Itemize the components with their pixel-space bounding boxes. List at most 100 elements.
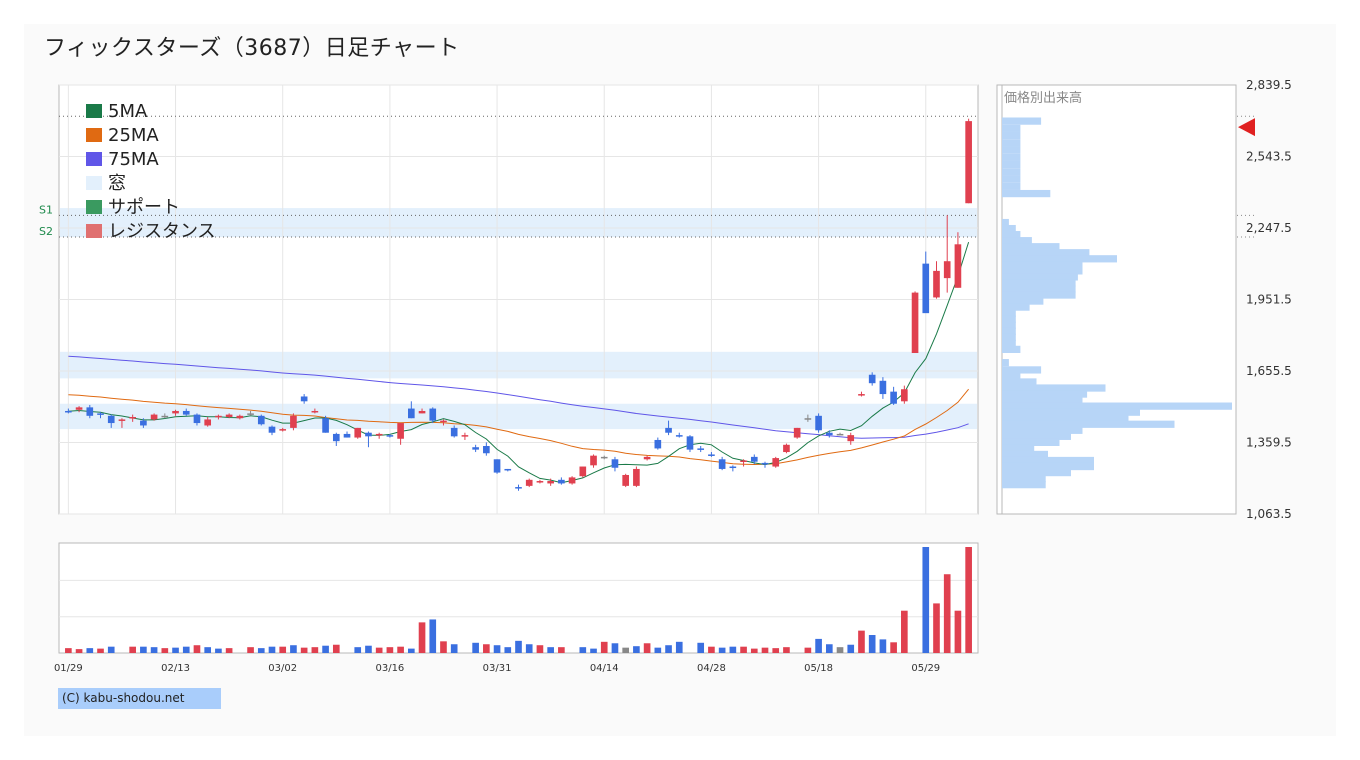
candle-body	[354, 427, 362, 438]
volume-bar	[836, 647, 844, 653]
candle-body	[493, 459, 501, 473]
gap-window	[60, 208, 977, 238]
volume-bar	[300, 647, 308, 653]
candle-body	[86, 407, 94, 416]
legend-label: レジスタンス	[108, 221, 216, 242]
candle-body	[268, 426, 276, 433]
volume-bar	[536, 645, 544, 653]
volume-bar	[643, 643, 651, 653]
volume-bar	[418, 622, 426, 653]
page-title: フィックスターズ（3687）日足チャート	[44, 36, 460, 61]
volume-bar	[901, 610, 908, 653]
volume-bar	[332, 644, 340, 653]
y-tick-label: 2,543.5	[1246, 150, 1292, 164]
candle-body	[408, 408, 415, 419]
volume-profile-bar	[1002, 408, 1140, 416]
candle-body	[590, 455, 597, 466]
candle-body	[708, 454, 715, 456]
volume-bar	[215, 648, 222, 653]
candle-body	[536, 481, 544, 483]
candle-body	[279, 429, 287, 431]
y-tick-label: 1,359.5	[1246, 436, 1292, 450]
candle-body	[718, 459, 726, 469]
candle-body	[911, 292, 919, 354]
volume-bar	[375, 647, 383, 653]
volume-bar	[708, 646, 715, 653]
volume-profile-bar	[1002, 249, 1090, 257]
volume-bar	[740, 646, 747, 653]
axes: S1 S2 2,839.5 2,543.5 2,247.5 1,951.5 1,655.5 1…	[39, 78, 1292, 674]
candle-body	[172, 410, 179, 414]
legend-label: サポート	[108, 197, 180, 218]
volume-profile-bar	[1002, 124, 1021, 132]
volume-profile-bar	[1002, 309, 1016, 317]
candle-body	[890, 391, 897, 404]
volume-profile-bar	[1002, 189, 1051, 198]
volume-profile-bar	[1002, 414, 1129, 422]
candle-body	[365, 432, 372, 437]
candle-body	[461, 435, 469, 437]
volume-bar	[750, 648, 758, 653]
candle-body	[611, 459, 619, 468]
volume-profile-bar	[1002, 285, 1076, 293]
gap-window	[60, 351, 977, 379]
volume-profile-bar	[1002, 160, 1021, 169]
candle-body	[901, 389, 908, 402]
volume-bar	[257, 648, 265, 653]
volume-profile-bar	[1002, 345, 1021, 354]
volume-profile-bar	[1002, 153, 1021, 161]
ma25-line	[68, 388, 969, 466]
legend-label: 25MA	[108, 125, 159, 146]
volume-profile-bar	[1002, 146, 1021, 154]
x-tick-label: 01/29	[54, 663, 83, 674]
legend-label: 窓	[108, 173, 126, 194]
volume-profile-bar	[1002, 224, 1016, 233]
volume-profile-bar	[1002, 303, 1030, 311]
volume-bar	[954, 610, 962, 653]
copyright-label: (C) kabu-shodou.net	[58, 688, 221, 709]
candle-body	[675, 435, 683, 437]
x-tick-label: 03/02	[268, 663, 297, 674]
volume-bar	[933, 603, 940, 653]
candle-body	[697, 448, 705, 450]
volume-profile-bar	[1002, 139, 1021, 147]
candle-body	[622, 474, 629, 486]
candle-body	[965, 121, 972, 204]
volume-bar	[729, 646, 737, 653]
volume-profile-bar	[1002, 255, 1117, 263]
candle-body	[161, 415, 169, 418]
volume-bar	[65, 648, 72, 653]
volume-profile-bar	[1002, 168, 1021, 176]
volume-profile-bar	[1002, 131, 1021, 140]
candle-body	[654, 439, 662, 449]
volume-bar	[429, 619, 437, 653]
volume-bar	[408, 648, 415, 653]
volume-bar	[633, 646, 640, 653]
candle-body	[182, 410, 190, 415]
volume-profile-bar	[1002, 372, 1021, 380]
volume-bar	[697, 642, 705, 653]
volume-profile-bar	[1002, 117, 1042, 125]
volume-profile-bar	[1002, 402, 1232, 410]
price-chart-area	[58, 84, 979, 515]
volume-bar	[290, 645, 297, 653]
volume-bar	[825, 644, 833, 653]
candle-body	[943, 261, 951, 279]
volume-bar	[965, 547, 972, 653]
volume-bar	[804, 647, 812, 653]
candle-body	[386, 435, 394, 437]
volume-profile-bar	[1002, 327, 1016, 335]
candle-body	[783, 444, 790, 453]
volume-profile-bar	[1002, 462, 1094, 471]
candle-body	[397, 423, 404, 439]
volume-bar	[868, 635, 876, 653]
volume-profile-bar	[1002, 456, 1094, 465]
volume-bar	[182, 646, 190, 653]
candle-body	[215, 415, 222, 418]
volume-bar	[386, 647, 394, 653]
level-label: S2	[39, 225, 53, 238]
candle-body	[686, 436, 694, 450]
candle-body	[547, 481, 554, 484]
legend-swatch	[86, 200, 102, 214]
volume-bar	[590, 648, 597, 653]
